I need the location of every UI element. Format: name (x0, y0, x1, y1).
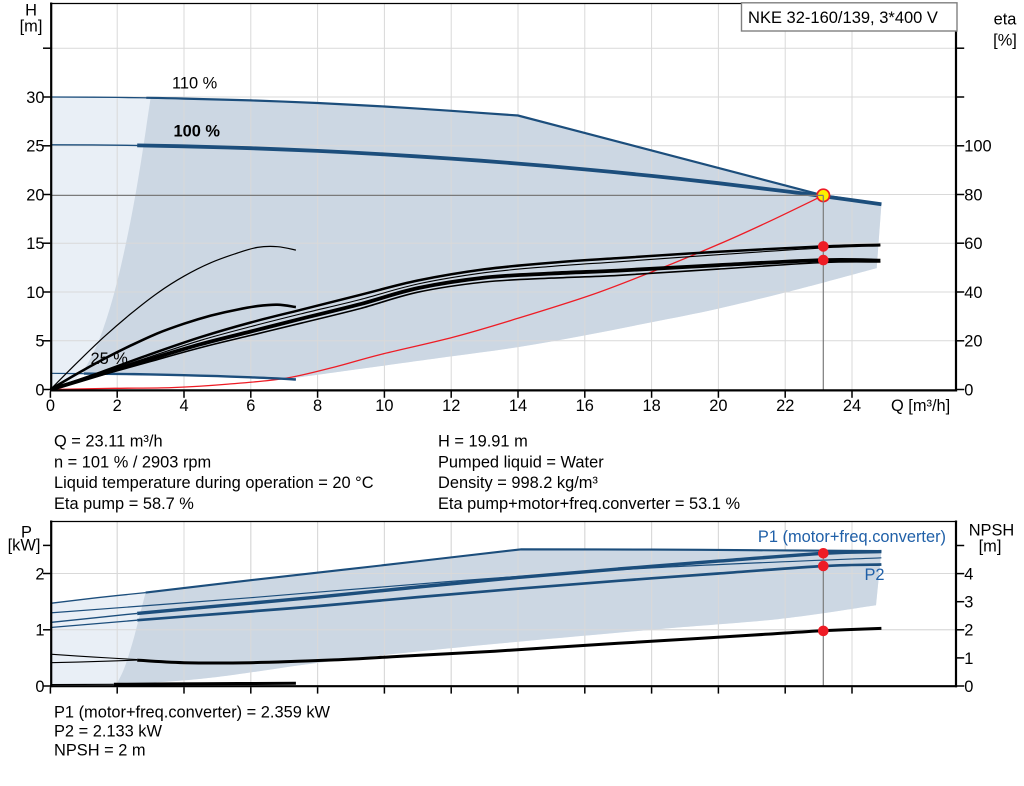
svg-text:Liquid temperature during oper: Liquid temperature during operation = 20… (54, 474, 374, 492)
svg-text:3: 3 (964, 594, 973, 612)
svg-text:Q = 23.11 m³/h: Q = 23.11 m³/h (54, 433, 163, 451)
svg-text:4: 4 (964, 566, 973, 584)
svg-text:eta: eta (994, 11, 1018, 29)
svg-text:0: 0 (46, 397, 55, 415)
svg-text:6: 6 (246, 397, 255, 415)
svg-text:H: H (25, 2, 37, 20)
svg-text:Density = 998.2 kg/m³: Density = 998.2 kg/m³ (438, 474, 598, 492)
svg-text:Pumped liquid = Water: Pumped liquid = Water (438, 453, 604, 471)
svg-text:25 %: 25 % (91, 350, 128, 368)
svg-text:Q [m³/h]: Q [m³/h] (891, 397, 950, 415)
svg-text:0: 0 (35, 678, 44, 696)
svg-text:18: 18 (642, 397, 660, 415)
svg-text:[m]: [m] (20, 18, 43, 36)
svg-text:P1 (motor+freq.converter) = 2.: P1 (motor+freq.converter) = 2.359 kW (54, 703, 331, 721)
svg-text:[kW]: [kW] (8, 537, 41, 555)
svg-text:10: 10 (375, 397, 393, 415)
svg-text:NPSH = 2 m: NPSH = 2 m (54, 741, 146, 759)
svg-text:16: 16 (576, 397, 594, 415)
svg-text:24: 24 (843, 397, 861, 415)
svg-text:n = 101 % / 2903 rpm: n = 101 % / 2903 rpm (54, 453, 211, 471)
svg-text:0: 0 (964, 678, 973, 696)
svg-text:4: 4 (179, 397, 188, 415)
svg-text:40: 40 (964, 284, 982, 302)
svg-text:1: 1 (35, 622, 44, 640)
svg-text:110 %: 110 % (172, 75, 217, 93)
svg-text:P1 (motor+freq.converter): P1 (motor+freq.converter) (758, 528, 946, 546)
svg-text:Eta pump+motor+freq.converter: Eta pump+motor+freq.converter = 53.1 % (438, 495, 740, 513)
svg-text:20: 20 (964, 333, 982, 351)
svg-text:22: 22 (776, 397, 794, 415)
svg-text:1: 1 (964, 650, 973, 668)
svg-text:12: 12 (442, 397, 460, 415)
svg-text:P: P (21, 524, 32, 542)
svg-text:2: 2 (113, 397, 122, 415)
svg-text:5: 5 (35, 333, 44, 351)
svg-text:[%]: [%] (993, 32, 1017, 50)
svg-text:2: 2 (35, 565, 44, 583)
svg-text:15: 15 (26, 235, 44, 253)
svg-text:100: 100 (964, 138, 991, 156)
svg-text:H = 19.91 m: H = 19.91 m (438, 433, 528, 451)
svg-text:P2 = 2.133 kW: P2 = 2.133 kW (54, 722, 162, 740)
svg-text:14: 14 (509, 397, 527, 415)
svg-text:80: 80 (964, 186, 982, 204)
svg-text:2: 2 (964, 622, 973, 640)
svg-text:25: 25 (26, 138, 44, 156)
svg-text:NPSH: NPSH (969, 522, 1015, 540)
svg-text:20: 20 (26, 186, 44, 204)
svg-text:30: 30 (26, 89, 44, 107)
svg-text:[m]: [m] (979, 538, 1002, 556)
svg-text:NKE 32-160/139, 3*400 V: NKE 32-160/139, 3*400 V (748, 9, 938, 27)
svg-text:60: 60 (964, 235, 982, 253)
svg-text:20: 20 (709, 397, 727, 415)
svg-text:10: 10 (26, 284, 44, 302)
svg-text:Eta pump = 58.7 %: Eta pump = 58.7 % (54, 495, 194, 513)
svg-text:100 %: 100 % (174, 123, 221, 141)
svg-text:0: 0 (35, 381, 44, 399)
svg-text:0: 0 (964, 381, 973, 399)
svg-text:P2: P2 (865, 566, 885, 584)
svg-text:8: 8 (313, 397, 322, 415)
